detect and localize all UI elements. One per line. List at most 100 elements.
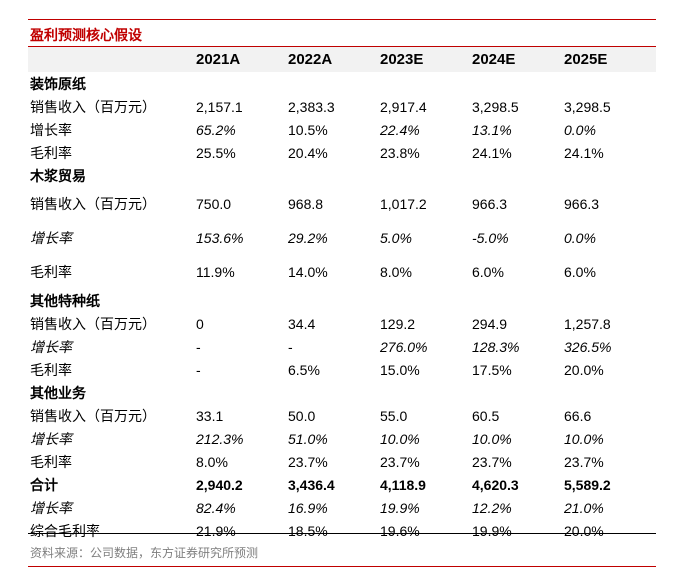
source-note: 资料来源：公司数据，东方证券研究所预测: [30, 546, 259, 560]
table-cell: 966.3: [472, 196, 508, 212]
table-cell: 23.7%: [564, 453, 604, 470]
table-cell: 4,118.9: [380, 476, 426, 493]
row-label: 装饰原纸: [30, 75, 86, 92]
table-cell: 0.0%: [564, 121, 596, 138]
table-cell: 60.5: [472, 407, 500, 424]
table-cell: 6.5%: [288, 361, 320, 378]
table-cell: 276.0%: [380, 338, 428, 355]
row-label: 销售收入（百万元）: [30, 407, 156, 424]
table-cell: [562, 289, 656, 312]
table-cell: 4,620.3: [472, 476, 519, 493]
table-cell: 212.3%: [196, 430, 244, 447]
table-row: 增长率 - - 276.0% 128.3% 326.5%: [28, 335, 656, 358]
table-cell: 19.6%: [380, 522, 420, 539]
table-cell: [194, 72, 286, 95]
row-label: 增长率: [30, 121, 72, 138]
row-label: 毛利率: [30, 264, 72, 280]
table-cell: 23.7%: [472, 453, 512, 470]
table-cell: 10.5%: [288, 121, 328, 138]
table-cell: 12.2%: [472, 499, 512, 516]
table-cell: [470, 164, 562, 187]
table-row: 毛利率 - 6.5% 15.0% 17.5% 20.0%: [28, 358, 656, 381]
header-row: 2021A 2022A 2023E 2024E 2025E: [28, 47, 656, 72]
table-cell: [562, 164, 656, 187]
table-row: 增长率 212.3% 51.0% 10.0% 10.0% 10.0%: [28, 427, 656, 450]
table-cell: [286, 381, 378, 404]
row-label: 增长率: [30, 338, 72, 355]
table-cell: 24.1%: [564, 144, 604, 161]
table-cell: [194, 289, 286, 312]
table-row: 毛利率 25.5% 20.4% 23.8% 24.1% 24.1%: [28, 141, 656, 164]
table-cell: 82.4%: [196, 499, 236, 516]
table-cell: [286, 72, 378, 95]
header-cell-2024e: 2024E: [472, 51, 516, 68]
table-cell: 10.0%: [472, 430, 512, 447]
table-cell: 34.4: [288, 315, 316, 332]
table-row: 增长率 82.4% 16.9% 19.9% 12.2% 21.0%: [28, 496, 656, 519]
table-cell: 19.9%: [472, 522, 512, 539]
table-cell: 8.0%: [380, 264, 412, 280]
table-cell: 20.0%: [564, 361, 604, 378]
table-cell: 19.9%: [380, 499, 420, 516]
table-cell: 2,383.3: [288, 98, 335, 115]
section-row: 其他特种纸: [28, 289, 656, 312]
table-cell: 750.0: [196, 196, 232, 212]
table-cell: [194, 381, 286, 404]
table-cell: 129.2: [380, 315, 416, 332]
table-cell: 33.1: [196, 407, 224, 424]
table-cell: 2,157.1: [196, 98, 243, 115]
table-cell: 5,589.2: [564, 476, 611, 493]
table-cell: 55.0: [380, 407, 408, 424]
section-row: 其他业务: [28, 381, 656, 404]
row-label: 毛利率: [30, 453, 72, 470]
table-cell: [562, 381, 656, 404]
table-cell: 968.8: [288, 196, 324, 212]
table-cell: [470, 289, 562, 312]
row-label: 木浆贸易: [30, 167, 86, 184]
row-label: 销售收入（百万元）: [30, 196, 156, 212]
header-cell-2023e: 2023E: [380, 51, 424, 68]
table-cell: -: [196, 338, 201, 355]
table-cell: 0.0%: [564, 230, 596, 246]
row-label: 增长率: [30, 430, 72, 447]
table-cell: 16.9%: [288, 499, 328, 516]
table-cell: 66.6: [564, 407, 592, 424]
header-cell-2021a: 2021A: [196, 51, 241, 68]
forecast-table: 2021A 2022A 2023E 2024E 2025E 装饰原纸销售收入（百…: [28, 47, 656, 542]
table-cell: 0: [196, 315, 204, 332]
section-row: 木浆贸易: [28, 164, 656, 187]
table-cell: [378, 381, 470, 404]
row-label: 综合毛利率: [30, 522, 100, 539]
row-label: 合计: [30, 476, 58, 493]
table-cell: 6.0%: [564, 264, 596, 280]
end-rule: [28, 566, 656, 567]
table-cell: 10.0%: [380, 430, 420, 447]
table-cell: [286, 289, 378, 312]
table-row: 增长率 65.2% 10.5% 22.4% 13.1% 0.0%: [28, 118, 656, 141]
table-cell: -5.0%: [472, 230, 509, 246]
table-cell: 153.6%: [196, 230, 244, 246]
table-cell: 50.0: [288, 407, 316, 424]
table-cell: 10.0%: [564, 430, 604, 447]
row-label: 毛利率: [30, 361, 72, 378]
table-cell: 65.2%: [196, 121, 236, 138]
table-cell: 11.9%: [196, 264, 235, 280]
table-cell: [378, 164, 470, 187]
table-cell: 15.0%: [380, 361, 420, 378]
total-row: 合计 2,940.2 3,436.4 4,118.9 4,620.3 5,589.2: [28, 473, 656, 496]
table-cell: 21.9%: [196, 522, 236, 539]
table-cell: 13.1%: [472, 121, 512, 138]
table-cell: 3,298.5: [564, 98, 611, 115]
table-cell: 20.4%: [288, 144, 328, 161]
table-cell: 17.5%: [472, 361, 512, 378]
row-label: 毛利率: [30, 144, 72, 161]
table-cell: 51.0%: [288, 430, 328, 447]
row-label: 销售收入（百万元）: [30, 98, 156, 115]
table-cell: [562, 72, 656, 95]
section-row: 装饰原纸: [28, 72, 656, 95]
table-cell: 18.5%: [288, 522, 328, 539]
table-cell: 966.3: [564, 196, 600, 212]
table-cell: [378, 289, 470, 312]
table-cell: -: [196, 361, 201, 378]
table-cell: 128.3%: [472, 338, 520, 355]
